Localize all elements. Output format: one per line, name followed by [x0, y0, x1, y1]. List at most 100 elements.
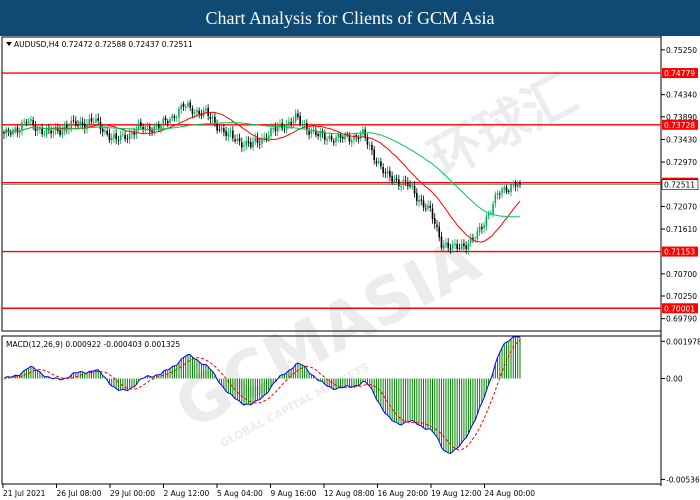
price-tick-label: 0.75250 — [666, 46, 697, 55]
candle-body — [128, 133, 131, 140]
candle-body — [86, 123, 88, 129]
candle-body — [241, 142, 243, 148]
candle-body — [258, 143, 261, 145]
candle-body — [319, 131, 322, 137]
candle-body — [90, 118, 93, 122]
candle-body — [133, 131, 135, 135]
candle-body — [485, 216, 488, 227]
candle-body — [510, 184, 512, 193]
candle-body — [279, 123, 281, 127]
candle-body — [57, 128, 59, 132]
candle-body — [377, 161, 380, 163]
candle-body — [366, 137, 369, 145]
candle-body — [393, 179, 396, 183]
candle-body — [104, 130, 106, 132]
last-price-marker: 0.72511 — [2, 179, 699, 190]
candle-body — [207, 107, 209, 117]
candle-body — [440, 236, 443, 248]
candle-body — [292, 120, 295, 123]
candle-body — [142, 126, 144, 130]
candle-body — [265, 137, 268, 140]
candle-body — [431, 208, 434, 220]
candle-body — [427, 205, 429, 209]
macd-info-label: MACD(12,26,9) 0.000922 -0.000403 0.00132… — [6, 340, 180, 349]
candle-body — [503, 187, 506, 190]
watermark-text: GCMASIA — [164, 223, 492, 444]
candle-body — [463, 243, 465, 246]
candle-body — [101, 128, 104, 133]
candle-body — [341, 136, 344, 139]
candle-body — [422, 200, 425, 208]
candle-body — [465, 245, 467, 250]
candle-body — [418, 199, 420, 202]
candle-body — [404, 180, 407, 182]
chart-area[interactable]: GCMASIA 环球汇 GLOBAL CAPITAL MARKETS 0.752… — [0, 36, 700, 500]
candle-body — [66, 125, 68, 129]
candle-body — [411, 185, 414, 187]
candle-body — [339, 134, 342, 138]
candle-body — [131, 132, 133, 134]
candle-body — [263, 137, 266, 139]
candle-body — [149, 126, 151, 132]
candle-body — [88, 119, 91, 125]
price-tick-label: 0.74340 — [666, 91, 697, 100]
candle-body — [225, 131, 227, 136]
candle-body — [16, 127, 19, 133]
candle-body — [198, 110, 200, 115]
candle-body — [442, 244, 445, 249]
panel-collapse-icon[interactable] — [6, 42, 12, 46]
candle-body — [429, 205, 432, 209]
candle-body — [301, 124, 304, 125]
candle-body — [169, 118, 171, 123]
candle-body — [36, 128, 39, 131]
candle-body — [25, 122, 28, 124]
time-tick-label: 12 Aug 08:00 — [324, 489, 375, 498]
candle-body — [315, 130, 317, 136]
symbol-info-label: AUDUSD,H4 0.72472 0.72588 0.72437 0.7251… — [14, 40, 193, 49]
candle-body — [460, 243, 463, 249]
chart-svg[interactable]: GCMASIA 环球汇 GLOBAL CAPITAL MARKETS 0.752… — [0, 36, 700, 500]
candle-body — [137, 122, 140, 130]
candle-body — [514, 182, 517, 187]
candle-body — [274, 127, 277, 131]
candle-body — [380, 161, 382, 167]
candle-body — [50, 130, 52, 134]
candle-body — [23, 121, 25, 123]
candle-body — [317, 134, 319, 137]
price-tick-label: 0.69790 — [666, 315, 697, 324]
candle-body — [191, 108, 194, 115]
candle-body — [400, 185, 402, 187]
candle-body — [299, 116, 301, 125]
candle-body — [211, 117, 214, 119]
candle-body — [14, 128, 17, 131]
level-price-label: 0.74779 — [664, 69, 695, 78]
candle-body — [505, 187, 508, 192]
candle-body — [180, 104, 183, 110]
candle-body — [83, 123, 86, 129]
candle-body — [487, 213, 490, 217]
candle-body — [220, 127, 223, 131]
candle-body — [232, 130, 234, 139]
candle-body — [243, 145, 245, 147]
candle-body — [467, 243, 470, 250]
candle-body — [395, 178, 398, 180]
candle-body — [303, 123, 306, 125]
candle-body — [79, 121, 82, 125]
candle-body — [330, 135, 333, 140]
candle-body — [389, 170, 391, 177]
candle-body — [272, 128, 275, 129]
candle-body — [234, 139, 236, 142]
candle-body — [113, 134, 115, 139]
candle-body — [115, 133, 117, 140]
candle-body — [348, 134, 351, 142]
price-tick-label: 0.70700 — [666, 270, 697, 279]
candle-body — [162, 118, 165, 126]
last-price-label: 0.72511 — [664, 181, 695, 190]
candle-body — [223, 128, 225, 133]
candle-body — [290, 122, 292, 124]
macd-scale: 0.001978 0.00 -0.005363 — [661, 337, 700, 484]
candle-body — [344, 133, 346, 140]
candle-body — [512, 182, 515, 184]
candle-body — [492, 204, 494, 214]
time-tick-label: 26 Jul 08:00 — [57, 489, 102, 498]
